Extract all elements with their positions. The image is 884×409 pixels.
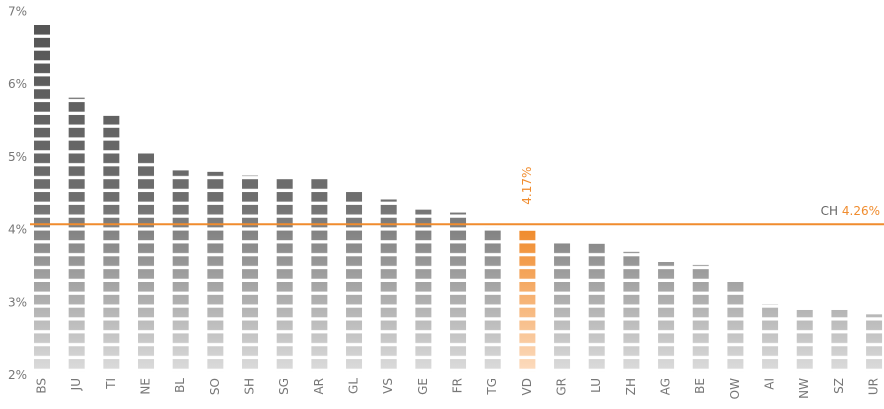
x-tick-label: BS (35, 378, 49, 394)
y-tick-label: 3% (8, 295, 27, 309)
x-tick-label: JU (69, 378, 83, 391)
x-tick-label: NW (797, 378, 811, 399)
x-tick-label: ZH (624, 378, 638, 395)
reference-value-label: 4.26% (842, 204, 880, 218)
y-tick-label: 2% (8, 368, 27, 382)
x-tick-label: TG (485, 378, 499, 396)
x-tick-label: UR (867, 378, 881, 395)
x-tick-label: VD (520, 378, 534, 395)
value-label: 4.17% (520, 167, 534, 205)
x-tick-label: GL (347, 378, 361, 394)
x-tick-label: SH (243, 378, 257, 395)
x-tick-label: NE (139, 378, 153, 395)
x-tick-label: SG (277, 378, 291, 395)
bar-gaps (30, 0, 884, 372)
y-tick-label: 4% (8, 223, 27, 237)
y-tick-label: 6% (8, 77, 27, 91)
reference-label: CH 4.26% (821, 204, 880, 218)
x-tick-label: FR (451, 378, 465, 393)
x-tick-label: VS (381, 378, 395, 394)
x-tick-label: SZ (832, 378, 846, 394)
x-tick-label: SO (208, 378, 222, 395)
x-tick-label: GE (416, 378, 430, 395)
x-tick-label: AG (659, 378, 673, 395)
x-tick-label: BE (693, 378, 707, 394)
x-tick-label: LU (589, 378, 603, 393)
reference-name: CH (821, 204, 838, 218)
x-tick-label: AI (763, 378, 777, 390)
x-tick-label: OW (728, 378, 742, 399)
x-tick-label: BL (173, 378, 187, 393)
x-tick-label: TI (104, 378, 118, 390)
x-tick-label: AR (312, 378, 326, 395)
y-tick-label: 5% (8, 150, 27, 164)
x-tick-label: GR (555, 378, 569, 396)
y-tick-label: 7% (8, 5, 27, 19)
